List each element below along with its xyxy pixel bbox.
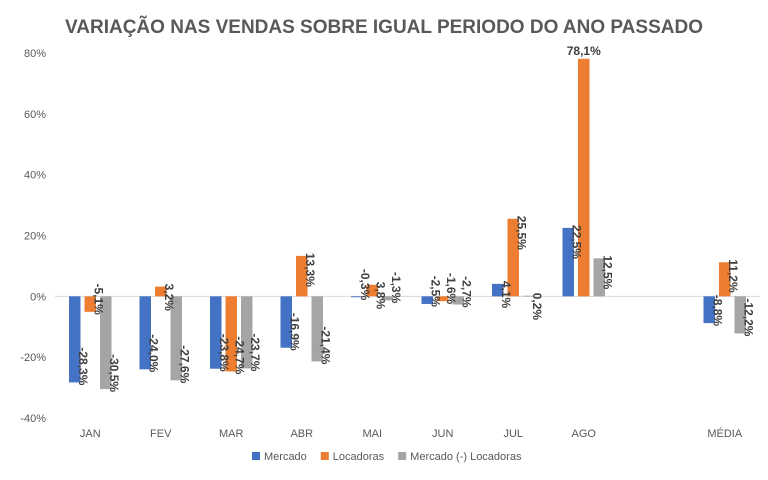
y-tick-label: 40% <box>24 170 46 182</box>
data-label: 78,1% <box>567 44 601 58</box>
bar-locadoras <box>155 286 167 297</box>
legend-swatch <box>320 452 329 460</box>
bar-mercado-locadoras <box>734 296 746 334</box>
data-label: 0,2% <box>530 293 544 321</box>
x-tick-label: JUN <box>432 428 453 440</box>
bar-mercado <box>280 296 292 348</box>
axes-group: -40% -20% 0% 20% 40% 60% 80% JAN FEV MAR ABR MAI JUN… <box>20 48 760 440</box>
data-label: -21,4% <box>318 326 332 364</box>
data-label: -12,2% <box>741 298 755 336</box>
bar-mercado-locadoras <box>382 296 394 301</box>
y-tick-label: -40% <box>20 413 46 425</box>
bar-mercado <box>210 296 222 369</box>
data-label: -16,9% <box>287 313 301 351</box>
bar-mercado <box>492 283 504 297</box>
legend: Mercado Locadoras Mercado (-) Locadoras <box>252 451 522 463</box>
y-tick-label: 0% <box>30 291 46 303</box>
bar-locadoras <box>437 296 449 302</box>
x-tick-label: AGO <box>572 428 597 440</box>
bar-locadoras <box>578 58 590 297</box>
bar-mercado <box>703 296 715 324</box>
bar-mercado-locadoras <box>170 296 182 381</box>
data-label: -2,7% <box>459 276 473 308</box>
data-label: 13,3% <box>303 253 317 287</box>
legend-label: Mercado (-) Locadoras <box>410 451 522 463</box>
y-tick-label: 60% <box>24 109 46 121</box>
bar-locadoras <box>507 218 519 297</box>
bar-mercado-locadoras <box>311 296 323 362</box>
x-tick-label: MAI <box>362 428 382 440</box>
bar-mercado <box>421 296 433 304</box>
data-label: -2,5% <box>428 276 442 308</box>
x-tick-label: MÉDIA <box>707 427 743 440</box>
legend-label: Mercado <box>264 451 307 463</box>
bar-locadoras <box>84 296 96 312</box>
data-label: 12,5% <box>600 255 614 289</box>
data-label: -23,8% <box>217 334 231 372</box>
data-label: 25,5% <box>514 216 528 250</box>
bar-mercado-locadoras <box>241 296 253 369</box>
x-tick-label: JUL <box>503 428 523 440</box>
bar-mercado <box>562 227 574 297</box>
y-tick-label: 80% <box>24 48 46 60</box>
bars-group <box>69 58 746 390</box>
bar-locadoras <box>296 255 308 297</box>
legend-label: Locadoras <box>333 451 385 463</box>
bar-mercado <box>139 296 151 370</box>
bar-locadoras <box>225 296 237 372</box>
data-labels-group: -28,3%-5,1%-30,5%-24,0%3,2%-27,6% -23,8% -… <box>76 44 756 393</box>
chart-title: VARIAÇÃO NAS VENDAS SOBRE IGUAL PERIODO … <box>65 16 703 38</box>
data-label: 3,2% <box>162 284 176 312</box>
bar-mercado-locadoras <box>523 295 535 297</box>
data-label: -1,3% <box>389 272 403 304</box>
y-tick-label: -20% <box>20 352 46 364</box>
bar-locadoras <box>719 262 731 297</box>
bar-locadoras <box>366 284 378 297</box>
y-tick-label: 20% <box>24 231 46 243</box>
data-label: -24,7% <box>232 336 246 374</box>
data-label: 4,1% <box>499 281 513 309</box>
bar-mercado-locadoras <box>593 258 605 297</box>
data-label: -30,5% <box>107 354 121 392</box>
bar-mercado <box>351 296 363 298</box>
bar-mercado-locadoras <box>100 296 112 390</box>
data-label: -23,7% <box>248 333 262 371</box>
legend-swatch <box>252 452 260 460</box>
data-label: 11,2% <box>726 259 740 293</box>
bar-mercado-locadoras <box>452 296 464 305</box>
data-label: -24,0% <box>146 334 160 372</box>
bar-mercado <box>69 296 81 383</box>
data-label: -5,1% <box>91 283 105 315</box>
data-label: -8,8% <box>710 295 724 327</box>
data-label: -1,6% <box>444 273 458 305</box>
data-label: 22,5% <box>569 225 583 259</box>
data-label: -0,3% <box>358 269 372 301</box>
x-tick-label: JAN <box>80 428 101 440</box>
legend-swatch <box>398 452 407 460</box>
data-label: 3,8% <box>373 282 387 310</box>
x-tick-label: ABR <box>290 428 313 440</box>
data-label: -27,6% <box>177 345 191 383</box>
x-tick-label: MAR <box>219 428 244 440</box>
data-label: -28,3% <box>76 347 90 385</box>
x-tick-label: FEV <box>150 428 172 440</box>
